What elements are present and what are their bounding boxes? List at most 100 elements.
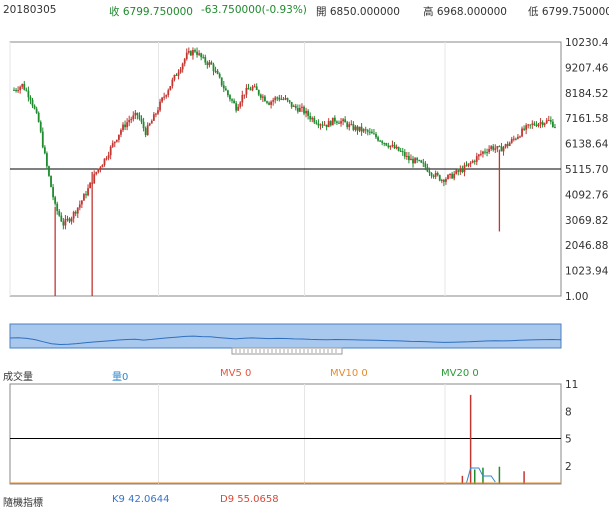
candle-body [510, 139, 513, 143]
candle-body [325, 124, 328, 128]
candle-body [128, 119, 131, 123]
candle-body [305, 110, 307, 114]
candle-body [529, 124, 532, 126]
candle-body [196, 51, 198, 55]
candle-body [395, 146, 398, 149]
candle-body [366, 130, 369, 132]
candle-body [17, 90, 20, 92]
candle-body [150, 120, 153, 124]
candle-body [549, 120, 552, 122]
y-tick-label: 6138.64 [565, 139, 609, 151]
candle-body [340, 121, 342, 124]
candle-body [35, 108, 38, 113]
candle-body [430, 172, 433, 176]
price-chart[interactable]: 08032510092013031815091410230.409207.468… [0, 0, 609, 300]
candle-body [187, 51, 190, 53]
candle-body [488, 148, 491, 153]
change-value: -63.750000(-0.93%) [201, 4, 307, 16]
candle-body [451, 173, 454, 179]
candle-body [457, 170, 460, 172]
candle-body [292, 105, 295, 107]
candle-body [189, 51, 192, 56]
candle-body [315, 122, 318, 124]
candle-body [93, 174, 96, 184]
candle-body [229, 95, 231, 100]
candle-body [344, 119, 347, 123]
candle-body [41, 131, 44, 148]
candle-body [99, 167, 102, 169]
candle-body [62, 221, 65, 226]
candle-body [247, 87, 250, 90]
candle-body [397, 146, 400, 151]
mv5-legend: MV5 0 [220, 368, 252, 379]
candle-body [338, 122, 340, 124]
navigator-line [9, 335, 562, 346]
candle-body [333, 117, 336, 122]
candle-body [541, 122, 544, 126]
candle-body [276, 97, 279, 99]
candle-body [261, 96, 264, 98]
candle-body [294, 105, 297, 108]
candle-body [274, 97, 277, 101]
candle-body [259, 94, 262, 98]
candle-body [39, 121, 42, 132]
candle-body [346, 122, 349, 128]
candle-body [146, 125, 149, 136]
candle-body [311, 117, 314, 120]
candle-body [539, 122, 542, 124]
candle-body [453, 173, 456, 179]
candle-body [517, 136, 519, 139]
candle-body [475, 156, 478, 162]
range-navigator[interactable] [0, 320, 609, 360]
candle-body [368, 131, 371, 133]
candle-body [152, 114, 155, 121]
candle-body [554, 127, 556, 129]
candle-body [177, 72, 180, 76]
d9-legend: D9 55.0658 [220, 494, 279, 505]
candle-body [500, 146, 503, 152]
candle-body [438, 175, 441, 181]
candle-body [551, 121, 554, 128]
candle-body [465, 165, 468, 167]
candle-body [140, 118, 143, 122]
candle-body [533, 123, 536, 126]
high-value: 高 6968.000000 [423, 6, 507, 18]
candle-body [385, 143, 388, 146]
candle-body [494, 148, 497, 150]
candle-body [175, 74, 178, 76]
y-tick-label: 5115.70 [565, 164, 608, 176]
candle-body [387, 145, 390, 148]
candle-body [383, 142, 386, 144]
volume-chart[interactable]: 11 8 5 2 [0, 380, 609, 485]
candle-body [282, 98, 285, 100]
candle-body [241, 95, 244, 103]
candle-body [547, 120, 550, 122]
candle-body [210, 62, 213, 65]
volume-title: 成交量 [3, 372, 33, 383]
candle-body [519, 136, 521, 138]
candle-body [21, 83, 24, 87]
candle-body [329, 121, 332, 126]
candle-body [379, 140, 382, 142]
candle-body [327, 121, 330, 128]
candle-body [87, 188, 89, 196]
candle-body [424, 163, 427, 168]
k9-legend: K9 42.0644 [112, 494, 170, 505]
candle-body [317, 123, 320, 126]
open-value: 開 6850.000000 [316, 6, 400, 18]
candle-body [198, 53, 201, 55]
candle-body [155, 113, 157, 115]
candle-body [521, 128, 523, 137]
candle-body [362, 129, 365, 132]
candle-body [245, 87, 248, 95]
candle-body [13, 89, 15, 91]
candle-body [408, 155, 410, 161]
candle-body [200, 53, 203, 58]
candle-body [440, 179, 443, 181]
candle-body [136, 112, 139, 116]
candle-body [492, 146, 495, 150]
candle-body [473, 160, 476, 162]
candle-body [78, 204, 81, 208]
candle-body [216, 70, 219, 74]
volume-plot-frame [9, 383, 562, 485]
